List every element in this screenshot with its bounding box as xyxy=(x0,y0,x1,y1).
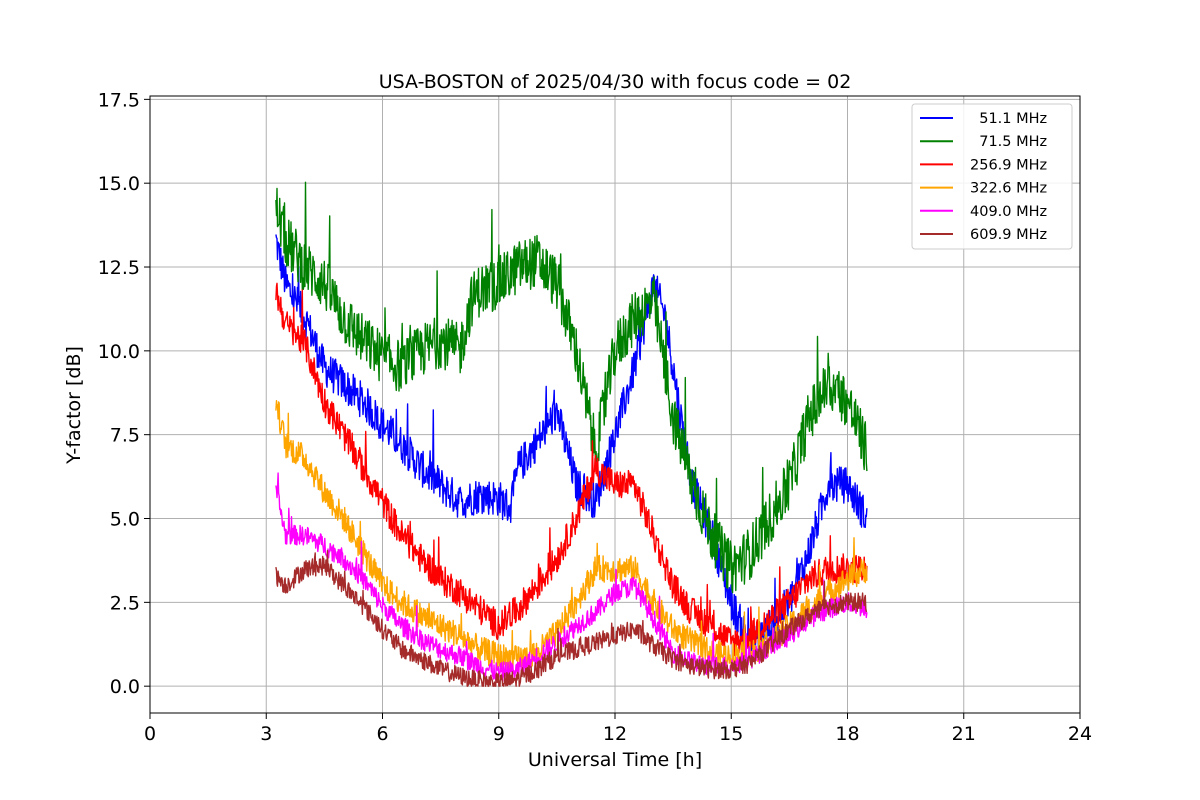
plot-lines xyxy=(275,181,868,687)
y-tick-label: 15.0 xyxy=(98,173,140,195)
x-tick-label: 15 xyxy=(719,723,743,745)
x-tick-label: 21 xyxy=(952,723,976,745)
y-tick-label: 7.5 xyxy=(110,425,140,447)
y-tick-label: 5.0 xyxy=(110,509,140,531)
legend-label: 609.9 MHz xyxy=(970,227,1047,243)
legend-label: 256.9 MHz xyxy=(970,157,1047,173)
y-tick-label: 2.5 xyxy=(110,592,140,614)
x-tick-label: 12 xyxy=(603,723,627,745)
x-axis-label: Universal Time [h] xyxy=(528,749,702,771)
x-tick-label: 24 xyxy=(1068,723,1092,745)
x-tick-label: 6 xyxy=(376,723,388,745)
x-tick-label: 9 xyxy=(493,723,505,745)
series-line xyxy=(275,550,868,687)
series-line xyxy=(275,181,868,594)
chart-title: USA-BOSTON of 2025/04/30 with focus code… xyxy=(379,71,852,93)
x-axis: 0 3 6 9 12 15 18 21 24 xyxy=(144,713,1092,745)
y-axis-label: Y-factor [dB] xyxy=(63,346,85,465)
legend: 51.1 MHz 71.5 MHz 256.9 MHz 322.6 MHz 409.0… xyxy=(911,103,1073,250)
legend-label: 51.1 MHz xyxy=(970,111,1047,127)
x-tick-label: 0 xyxy=(144,723,156,745)
series-line xyxy=(275,282,868,657)
legend-label: 409.0 MHz xyxy=(970,204,1047,220)
y-tick-label: 10.0 xyxy=(98,341,140,363)
x-tick-label: 3 xyxy=(260,723,272,745)
x-tick-label: 18 xyxy=(835,723,859,745)
y-axis: 0.0 2.5 5.0 7.5 10.0 12.5 15.0 17.5 xyxy=(98,89,150,698)
y-tick-label: 0.0 xyxy=(110,676,140,698)
legend-label: 71.5 MHz xyxy=(970,134,1047,150)
y-tick-label: 12.5 xyxy=(98,257,140,279)
y-tick-label: 17.5 xyxy=(98,89,140,111)
legend-label: 322.6 MHz xyxy=(970,181,1047,197)
